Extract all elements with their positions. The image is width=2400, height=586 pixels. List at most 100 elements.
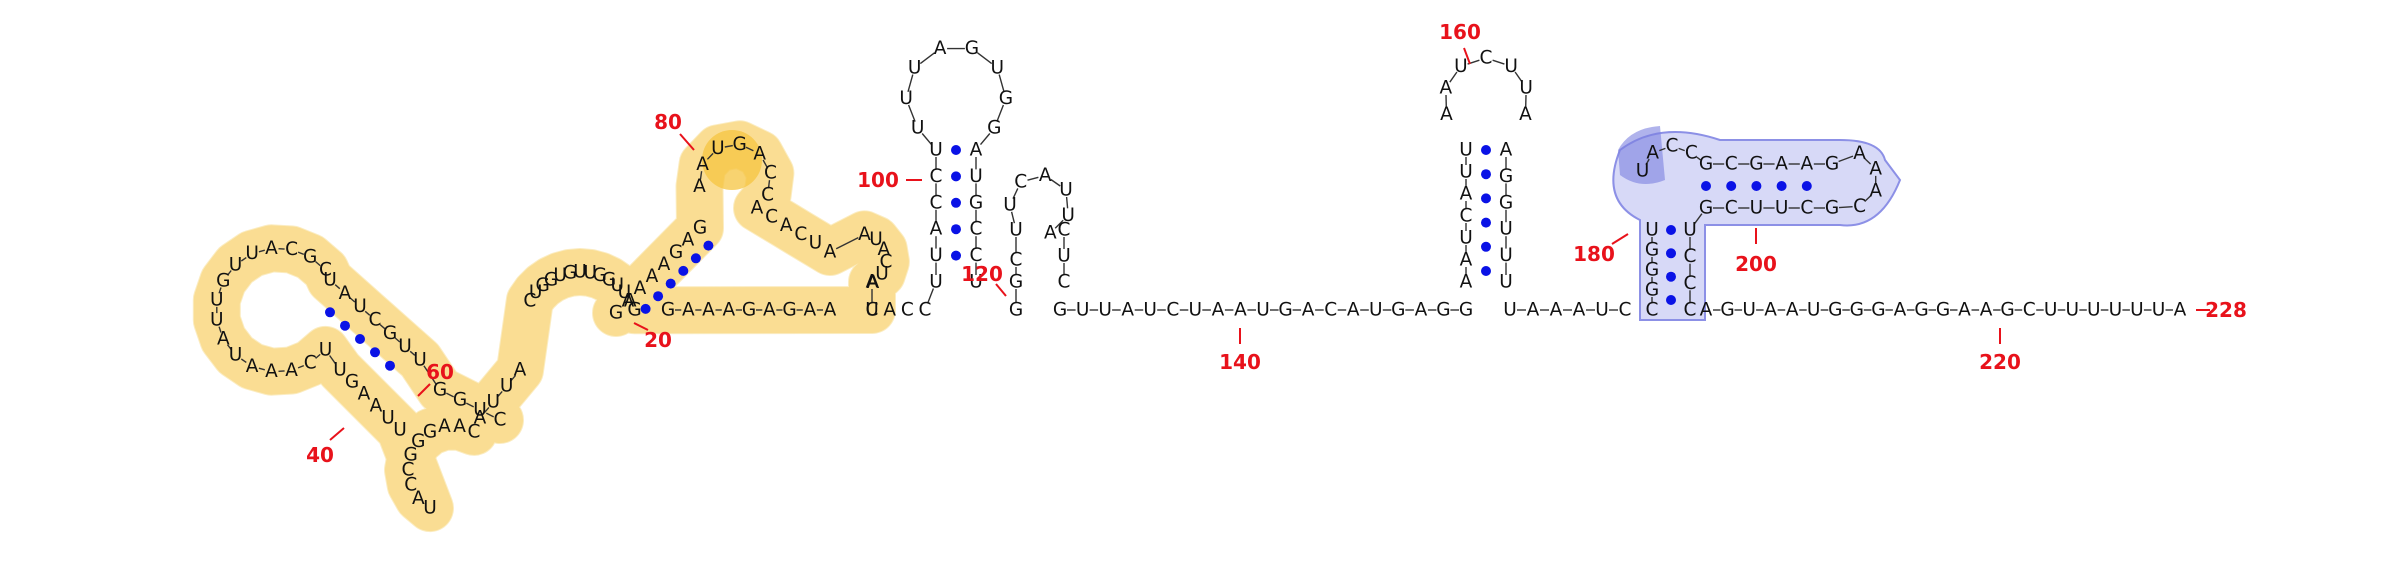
position-labels: 20 40 60 80 100 120 140 160 180 200 220 228: [306, 20, 2247, 467]
base-pair-dot: [385, 360, 395, 371]
nucleotide-U: U: [1059, 180, 1073, 201]
nucleotide-A: A: [696, 154, 709, 175]
nucleotide-A: A: [1121, 300, 1134, 321]
backbone-bond: [240, 257, 247, 262]
backbone-bond: [1050, 178, 1061, 187]
nucleotide-U: U: [2087, 300, 2101, 321]
nucleotide-A: A: [1550, 300, 1563, 321]
position-label-60: 60: [426, 360, 454, 384]
base-pair-dot: [951, 224, 961, 235]
position-label-120: 120: [961, 262, 1003, 286]
blue-region-fill: [1612, 131, 1902, 321]
nucleotide-C: C: [523, 291, 536, 312]
nucleotide-A: A: [265, 238, 278, 259]
nucleotide-A: A: [646, 266, 659, 287]
nucleotide-U: U: [1595, 300, 1609, 321]
base-pair-dot: [1666, 225, 1676, 235]
nucleotide-U: U: [2130, 300, 2144, 321]
nucleotide-U: U: [618, 282, 632, 303]
nucleotide-C: C: [494, 410, 507, 431]
position-label-180: 180: [1573, 242, 1615, 266]
nucleotide-U: U: [711, 138, 725, 159]
base-pair-dot: [1481, 217, 1491, 228]
base-pair-dot: [1481, 145, 1491, 155]
base-pair-dot: [678, 265, 689, 276]
base-pair-dot: [325, 307, 335, 318]
nucleotide-A: A: [1646, 143, 1659, 164]
nucleotide-U: U: [929, 140, 943, 161]
nucleotide-A: A: [1460, 184, 1473, 205]
backbone-bond: [1838, 155, 1854, 163]
nucleotide-U: U: [1742, 300, 1756, 321]
nucleotide-G: G: [411, 431, 425, 452]
backbone-bond: [1514, 71, 1523, 83]
nucleotide-A: A: [1764, 300, 1777, 321]
backbone-bond: [1678, 147, 1685, 152]
nucleotide-G: G: [782, 300, 796, 321]
backbone-bond: [767, 180, 771, 189]
nucleotide-A: A: [1894, 300, 1907, 321]
backbone-bond: [394, 337, 401, 343]
nucleotide-A: A: [1800, 154, 1813, 175]
nucleotide-G: G: [1828, 300, 1842, 321]
nucleotide-U: U: [573, 262, 587, 283]
position-label-40: 40: [306, 443, 334, 467]
nucleotide-G: G: [1699, 198, 1713, 219]
nucleotide-C: C: [468, 421, 481, 442]
backbone-bond: [409, 350, 416, 356]
nucleotide-A: A: [751, 198, 764, 219]
nucleotide-A: A: [285, 360, 298, 381]
nucleotide-C: C: [794, 224, 807, 245]
backbone-bond: [379, 324, 386, 330]
backbone-bond: [706, 152, 714, 160]
backbone-bond: [919, 52, 935, 65]
nucleotide-A: A: [658, 254, 671, 275]
nucleotide-U: U: [2044, 300, 2058, 321]
nucleotide-G: G: [1459, 300, 1473, 321]
nucleotide-U: U: [1499, 272, 1513, 293]
position-label-200: 200: [1735, 252, 1777, 276]
backbone-bond: [510, 374, 517, 382]
backbone-bond: [226, 344, 232, 350]
nucleotide-A: A: [1500, 140, 1513, 161]
backbone-bond: [745, 146, 754, 152]
nucleotide-G: G: [1749, 154, 1763, 175]
nucleotide-U: U: [1189, 300, 1203, 321]
nucleotide-U: U: [809, 233, 823, 254]
nucleotide-G: G: [563, 262, 577, 283]
nucleotide-G: G: [733, 134, 747, 155]
nucleotide-G: G: [1009, 272, 1023, 293]
nucleotide-A: A: [358, 384, 371, 405]
nucleotide-U: U: [875, 263, 889, 284]
nucleotide-A: A: [877, 239, 890, 260]
nucleotide-G: G: [965, 38, 979, 59]
backbone-bond: [1010, 211, 1016, 224]
nucleotide-A: A: [438, 416, 451, 437]
position-label-228: 228: [2205, 298, 2247, 322]
nucleotide-G: G: [987, 118, 1001, 139]
nucleotide-C: C: [764, 163, 777, 184]
nucleotide-A: A: [1212, 300, 1225, 321]
nucleotide-A: A: [1460, 250, 1473, 271]
base-pair-dot: [1801, 181, 1812, 191]
nucleotide-G: G: [627, 300, 641, 321]
nucleotide-A: A: [1527, 300, 1540, 321]
nucleotide-A: A: [702, 300, 715, 321]
nucleotide-C: C: [1619, 300, 1632, 321]
position-label-140: 140: [1219, 350, 1261, 374]
nucleotide-C: C: [879, 251, 892, 272]
backbone-bond: [1492, 59, 1505, 65]
nucleotide-G: G: [404, 445, 418, 466]
backbone-bond: [349, 297, 356, 303]
base-pair-dot: [951, 197, 961, 208]
nucleotide-U: U: [969, 166, 983, 187]
nucleotide-A: A: [970, 140, 983, 161]
nucleotide-C: C: [1853, 196, 1866, 217]
nucleotide-U: U: [1504, 56, 1518, 77]
nucleotide-C: C: [1684, 300, 1697, 321]
backbone-bond: [497, 390, 503, 398]
nucleotide-A: A: [246, 356, 259, 377]
nucleotide-C: C: [765, 206, 778, 227]
nucleotide-C: C: [1014, 172, 1027, 193]
nucleotide-C: C: [1725, 198, 1738, 219]
